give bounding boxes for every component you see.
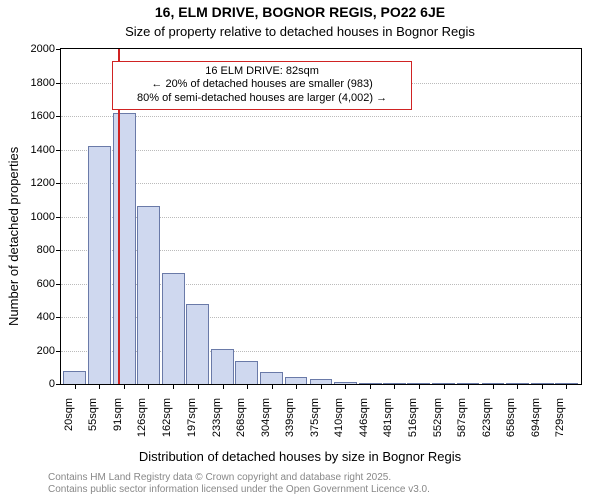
chart-container: 16, ELM DRIVE, BOGNOR REGIS, PO22 6JE Si… (0, 0, 600, 500)
gridline (61, 150, 581, 151)
annotation-line: 16 ELM DRIVE: 82sqm (119, 65, 405, 79)
xtick-mark (148, 384, 149, 389)
ytick-mark (56, 49, 61, 50)
ytick-mark (56, 317, 61, 318)
ytick-label: 600 (17, 278, 55, 290)
xtick-label: 658sqm (505, 398, 517, 448)
ytick-label: 1000 (17, 211, 55, 223)
xtick-mark (345, 384, 346, 389)
xtick-mark (296, 384, 297, 389)
gridline (61, 183, 581, 184)
xtick-label: 516sqm (407, 398, 419, 448)
ytick-label: 1200 (17, 177, 55, 189)
xtick-mark (223, 384, 224, 389)
attribution-line-1: Contains HM Land Registry data © Crown c… (48, 472, 430, 484)
xtick-mark (173, 384, 174, 389)
ytick-label: 2000 (17, 43, 55, 55)
histogram-bar (285, 377, 308, 384)
annotation-line: ← 20% of detached houses are smaller (98… (119, 78, 405, 92)
attribution: Contains HM Land Registry data © Crown c… (48, 472, 430, 496)
histogram-bar (113, 113, 136, 384)
xtick-mark (75, 384, 76, 389)
xtick-label: 339sqm (284, 398, 296, 448)
xtick-mark (394, 384, 395, 389)
gridline (61, 116, 581, 117)
xtick-label: 162sqm (161, 398, 173, 448)
xtick-label: 552sqm (432, 398, 444, 448)
xtick-label: 587sqm (456, 398, 468, 448)
ytick-label: 200 (17, 345, 55, 357)
xtick-label: 268sqm (235, 398, 247, 448)
xtick-label: 304sqm (260, 398, 272, 448)
annotation-box: 16 ELM DRIVE: 82sqm← 20% of detached hou… (112, 61, 412, 110)
xtick-label: 729sqm (554, 398, 566, 448)
x-axis-label: Distribution of detached houses by size … (0, 449, 600, 464)
ytick-mark (56, 116, 61, 117)
annotation-line: 80% of semi-detached houses are larger (… (119, 92, 405, 106)
ytick-mark (56, 284, 61, 285)
xtick-mark (542, 384, 543, 389)
xtick-mark (99, 384, 100, 389)
xtick-label: 481sqm (382, 398, 394, 448)
xtick-mark (272, 384, 273, 389)
xtick-mark (566, 384, 567, 389)
ytick-mark (56, 217, 61, 218)
xtick-label: 126sqm (136, 398, 148, 448)
histogram-bar (137, 206, 160, 384)
xtick-label: 446sqm (358, 398, 370, 448)
ytick-label: 1800 (17, 77, 55, 89)
ytick-mark (56, 150, 61, 151)
chart-title: 16, ELM DRIVE, BOGNOR REGIS, PO22 6JE (0, 4, 600, 20)
histogram-bar (211, 349, 234, 384)
ytick-label: 800 (17, 244, 55, 256)
xtick-label: 20sqm (63, 398, 75, 448)
xtick-mark (444, 384, 445, 389)
xtick-label: 233sqm (211, 398, 223, 448)
histogram-bar (260, 372, 283, 384)
ytick-mark (56, 183, 61, 184)
xtick-mark (468, 384, 469, 389)
histogram-bar (186, 304, 209, 384)
histogram-bar (63, 371, 86, 384)
xtick-label: 623sqm (481, 398, 493, 448)
xtick-mark (370, 384, 371, 389)
histogram-bar (235, 361, 258, 384)
ytick-label: 1400 (17, 144, 55, 156)
y-axis-label: Number of detached properties (6, 146, 21, 325)
xtick-mark (517, 384, 518, 389)
ytick-label: 0 (17, 378, 55, 390)
xtick-label: 197sqm (186, 398, 198, 448)
ytick-label: 400 (17, 311, 55, 323)
histogram-bar (162, 273, 185, 384)
xtick-label: 55sqm (87, 398, 99, 448)
plot-area: 020040060080010001200140016001800200020s… (60, 48, 582, 385)
xtick-mark (124, 384, 125, 389)
xtick-label: 694sqm (530, 398, 542, 448)
ytick-mark (56, 384, 61, 385)
xtick-label: 91sqm (112, 398, 124, 448)
ytick-mark (56, 351, 61, 352)
xtick-mark (247, 384, 248, 389)
ytick-label: 1600 (17, 110, 55, 122)
histogram-bar (88, 146, 111, 384)
xtick-mark (493, 384, 494, 389)
xtick-mark (198, 384, 199, 389)
xtick-mark (321, 384, 322, 389)
attribution-line-2: Contains public sector information licen… (48, 484, 430, 496)
ytick-mark (56, 83, 61, 84)
xtick-label: 410sqm (333, 398, 345, 448)
xtick-label: 375sqm (309, 398, 321, 448)
xtick-mark (419, 384, 420, 389)
ytick-mark (56, 250, 61, 251)
chart-subtitle: Size of property relative to detached ho… (0, 24, 600, 39)
